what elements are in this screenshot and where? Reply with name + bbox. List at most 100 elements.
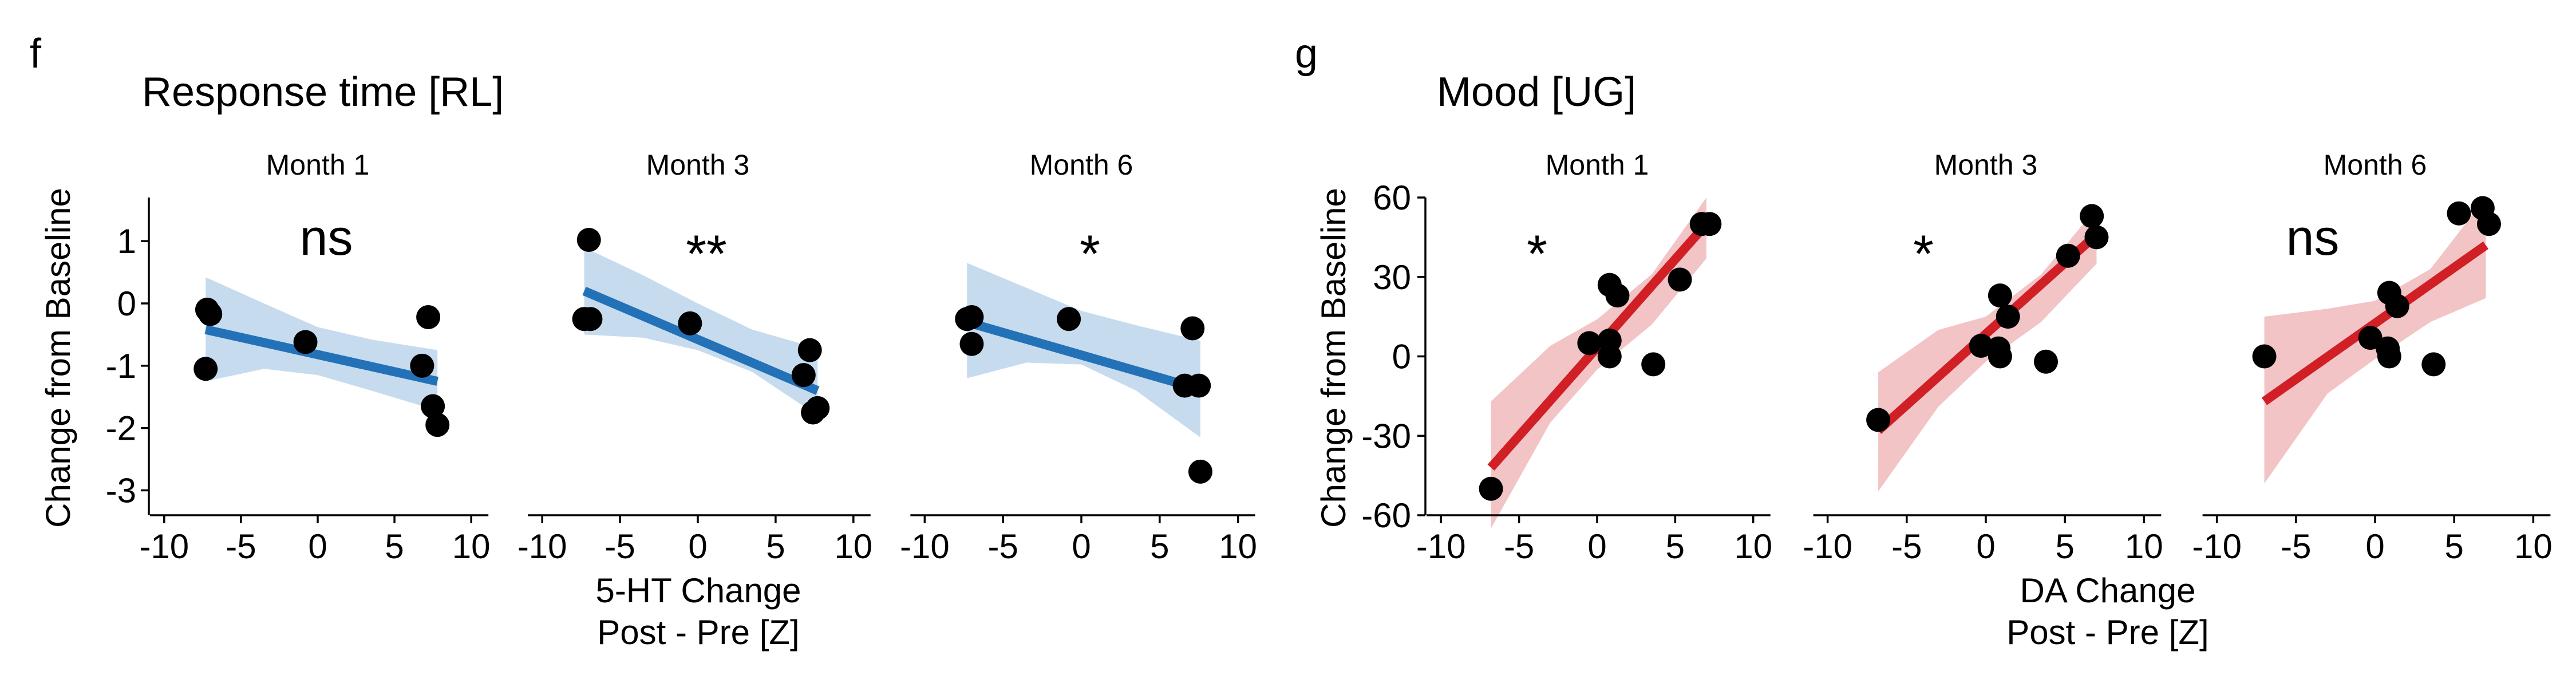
facet-g-2: Month 3 * -10 -5 0 5 10 xyxy=(1803,149,2163,566)
y-tick-label: 30 xyxy=(1373,258,1411,297)
facet-title: Month 1 xyxy=(1546,149,1649,181)
data-point xyxy=(2377,344,2401,369)
panel-letter-f: f xyxy=(30,31,42,77)
y-tick-label: 1 xyxy=(117,222,136,260)
data-point xyxy=(1187,373,1211,398)
y-tick-label: 0 xyxy=(117,285,136,323)
facet-title: Month 6 xyxy=(1030,149,1133,181)
data-point xyxy=(1988,344,2012,369)
panel-f-y-axis: -3 -2 -1 0 1 xyxy=(106,198,150,515)
x-tick-label: 10 xyxy=(2514,527,2553,566)
data-point xyxy=(1479,476,1503,501)
data-point xyxy=(193,357,218,381)
x-tick-label: -5 xyxy=(2281,527,2311,566)
data-point xyxy=(576,228,601,252)
x-axis: -10 -5 0 5 10 xyxy=(1416,514,1772,566)
data-point xyxy=(791,363,816,388)
significance-label: * xyxy=(1527,225,1547,283)
x-axis: -10 -5 0 5 10 xyxy=(517,514,872,566)
data-point xyxy=(2476,212,2501,236)
x-axis: -10 -5 0 5 10 xyxy=(2192,514,2553,566)
confidence-band xyxy=(1491,198,1706,529)
data-point xyxy=(293,330,318,354)
data-point xyxy=(410,353,434,378)
y-tick-label: -30 xyxy=(1361,417,1411,455)
panel-letter-g: g xyxy=(1295,31,1318,77)
data-point xyxy=(1996,305,2020,329)
x-tick-label: -5 xyxy=(1504,527,1534,566)
data-point xyxy=(959,331,984,356)
x-tick-label: 0 xyxy=(308,527,327,566)
x-tick-label: 0 xyxy=(1587,527,1606,566)
panel-g-title: Mood [UG] xyxy=(1437,69,1636,115)
x-tick-label: 10 xyxy=(1219,527,1257,566)
x-axis: -10 -5 0 5 10 xyxy=(900,514,1257,566)
data-point xyxy=(1057,307,1081,331)
panel-f-xlabel-line1: 5-HT Change xyxy=(595,571,801,610)
data-point xyxy=(1988,283,2012,308)
data-point xyxy=(2421,352,2446,377)
panel-g-xlabel-line2: Post - Pre [Z] xyxy=(2006,613,2208,652)
x-tick-label: -10 xyxy=(2192,527,2242,566)
panel-f-xlabel-line2: Post - Pre [Z] xyxy=(597,613,799,652)
data-point xyxy=(955,307,979,331)
x-tick-label: -10 xyxy=(139,527,189,566)
significance-label: * xyxy=(1080,225,1100,283)
x-axis: -10 -5 0 5 10 xyxy=(139,514,491,566)
x-axis: -10 -5 0 5 10 xyxy=(1803,514,2163,566)
data-point xyxy=(1668,267,1692,292)
data-point xyxy=(2358,326,2383,350)
confidence-band xyxy=(967,263,1200,437)
data-point xyxy=(2056,243,2080,268)
regression-line xyxy=(1875,231,2100,434)
x-tick-label: 0 xyxy=(688,527,707,566)
data-point xyxy=(416,305,441,329)
x-tick-label: -10 xyxy=(517,527,567,566)
data-point xyxy=(1597,344,1622,369)
x-tick-label: 5 xyxy=(2444,527,2463,566)
x-tick-label: 10 xyxy=(1734,527,1772,566)
panel-g-xlabel-line1: DA Change xyxy=(2020,571,2196,610)
data-point xyxy=(1605,283,1630,308)
x-tick-label: -5 xyxy=(605,527,635,566)
x-tick-label: 0 xyxy=(2365,527,2384,566)
y-tick-label: -1 xyxy=(106,347,136,385)
x-tick-label: 10 xyxy=(452,527,491,566)
x-tick-label: -5 xyxy=(1891,527,1922,566)
facet-f-1: Month 1 ns -10 -5 0 5 10 xyxy=(139,149,490,566)
data-point xyxy=(2385,294,2409,318)
data-point xyxy=(1866,408,1891,432)
y-tick-label: -60 xyxy=(1361,496,1411,535)
y-tick-label: 60 xyxy=(1373,179,1411,217)
data-point xyxy=(1641,352,1666,377)
data-point xyxy=(1188,459,1212,484)
x-tick-label: -5 xyxy=(226,527,256,566)
facet-f-3: Month 6 * -10 -5 0 5 10 xyxy=(900,149,1257,566)
data-point xyxy=(2080,204,2104,228)
significance-label: ns xyxy=(300,209,353,266)
x-tick-label: 5 xyxy=(1666,527,1685,566)
data-point xyxy=(1577,331,1602,356)
facet-g-3: Month 6 ns -10 -5 0 5 10 xyxy=(2192,149,2552,566)
panel-g-ylabel: Change from Baseline xyxy=(1314,188,1353,528)
data-point xyxy=(678,311,702,335)
panel-f-ylabel: Change from Baseline xyxy=(39,188,77,528)
x-tick-label: -10 xyxy=(1803,527,1852,566)
y-tick-label: -2 xyxy=(106,409,136,448)
data-point xyxy=(1697,212,1722,236)
facet-title: Month 3 xyxy=(1934,149,2038,181)
y-tick-label: -3 xyxy=(106,471,136,510)
data-point xyxy=(797,338,822,362)
facet-f-2: Month 3 ** -10 -5 0 5 10 xyxy=(517,149,872,566)
regression-line xyxy=(2261,241,2489,405)
x-tick-label: 5 xyxy=(2055,527,2074,566)
panel-f-title: Response time [RL] xyxy=(142,69,504,115)
facet-g-1: Month 1 * -10 -5 0 5 10 xyxy=(1416,149,1772,566)
facet-title: Month 6 xyxy=(2324,149,2427,181)
x-tick-label: 10 xyxy=(2125,527,2163,566)
significance-label: ** xyxy=(686,225,727,283)
x-tick-label: 10 xyxy=(834,527,872,566)
confidence-band xyxy=(584,247,818,416)
